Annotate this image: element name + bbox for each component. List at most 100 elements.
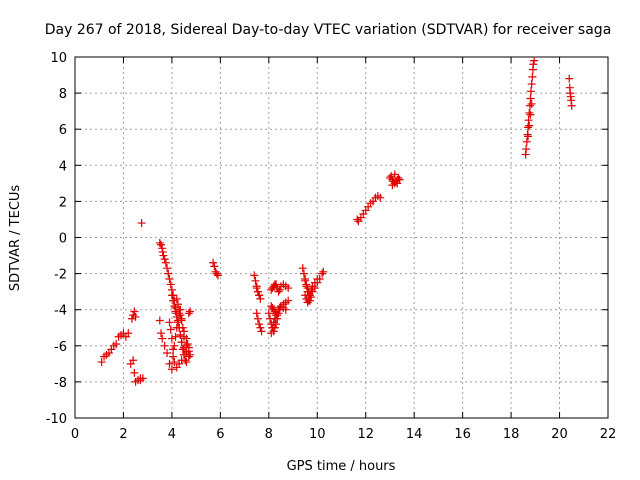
data-point: [303, 298, 312, 307]
data-point: [209, 258, 218, 267]
data-point: [163, 264, 172, 273]
data-point: [170, 302, 179, 311]
grid: [75, 57, 608, 418]
x-tick-label: 10: [309, 427, 326, 442]
data-point: [567, 101, 576, 110]
data-point: [388, 181, 397, 190]
data-point: [256, 323, 265, 332]
data-point: [169, 352, 178, 361]
data-point: [184, 309, 193, 318]
y-tick-label: 4: [59, 159, 67, 174]
data-point: [565, 74, 574, 83]
data-point: [212, 269, 221, 278]
data-point: [256, 294, 265, 303]
data-point: [178, 345, 187, 354]
data-point: [270, 314, 279, 323]
data-point: [182, 334, 191, 343]
data-point: [131, 312, 140, 321]
y-tick-labels: -10 -8 -6 -4 -2 0 2 4 6 8 10: [46, 51, 67, 427]
data-point: [527, 99, 536, 108]
data-point: [394, 173, 403, 182]
data-point: [137, 219, 146, 228]
data-point: [177, 338, 186, 347]
data-point: [172, 294, 181, 303]
data-point: [158, 247, 167, 256]
data-point: [255, 320, 264, 329]
data-point: [166, 325, 175, 334]
data-point: [210, 262, 219, 271]
data-point: [165, 275, 174, 284]
data-point: [165, 359, 174, 368]
data-point: [529, 60, 538, 69]
y-tick-label: -4: [54, 304, 67, 319]
data-point: [129, 356, 138, 365]
data-point: [173, 318, 182, 327]
data-point: [253, 314, 262, 323]
data-point: [525, 101, 534, 110]
data-point: [155, 238, 164, 247]
data-point: [170, 358, 179, 367]
tick-marks: [74, 56, 609, 419]
data-point: [130, 368, 139, 377]
y-tick-label: -10: [46, 412, 67, 427]
data-point: [376, 193, 385, 202]
data-point: [252, 282, 261, 291]
x-tick-label: 18: [503, 427, 520, 442]
x-tick-label: 12: [357, 427, 374, 442]
data-point: [393, 179, 402, 188]
data-point: [136, 376, 145, 385]
y-tick-label: -2: [54, 268, 67, 283]
data-point: [284, 284, 293, 293]
data-point: [524, 123, 533, 132]
data-point: [167, 365, 176, 374]
data-point: [301, 276, 310, 285]
x-tick-labels: 0 2 4 6 8 10 12 14 16 18 20 22: [71, 427, 616, 442]
data-point: [176, 330, 185, 339]
data-point: [306, 293, 315, 302]
data-point: [530, 56, 539, 65]
data-point: [166, 280, 175, 289]
data-point: [163, 349, 172, 358]
y-tick-label: 8: [59, 87, 67, 102]
data-point: [318, 269, 327, 278]
data-point: [177, 356, 186, 365]
data-point: [252, 309, 261, 318]
x-tick-label: 22: [600, 427, 617, 442]
data-point: [526, 87, 535, 96]
data-point: [183, 339, 192, 348]
data-point: [264, 309, 273, 318]
y-tick-label: 2: [59, 195, 67, 210]
data-point: [158, 334, 167, 343]
data-point: [184, 347, 193, 356]
data-point: [164, 269, 173, 278]
data-point: [186, 307, 195, 316]
data-point: [298, 264, 307, 273]
data-point: [130, 307, 139, 316]
data-point: [528, 72, 537, 81]
data-point: [176, 311, 185, 320]
y-tick-label: 10: [50, 51, 67, 66]
x-tick-label: 20: [551, 427, 568, 442]
data-point: [250, 271, 259, 280]
data-point: [313, 275, 322, 284]
data-points: [97, 56, 576, 386]
y-axis-label: SDTVAR / TECUs: [8, 185, 23, 292]
data-point: [319, 267, 328, 276]
data-point: [213, 271, 222, 280]
data-point: [160, 341, 169, 350]
data-point: [307, 285, 316, 294]
data-point: [272, 311, 281, 320]
data-point: [161, 258, 170, 267]
data-point: [274, 287, 283, 296]
data-point: [284, 296, 293, 305]
data-point: [527, 80, 536, 89]
x-tick-label: 8: [265, 427, 273, 442]
data-point: [124, 329, 133, 338]
data-point: [171, 332, 180, 341]
data-point: [127, 314, 136, 323]
data-point: [175, 323, 184, 332]
data-point: [269, 318, 278, 327]
data-point: [281, 305, 290, 314]
data-point: [253, 287, 262, 296]
data-point: [165, 318, 174, 327]
